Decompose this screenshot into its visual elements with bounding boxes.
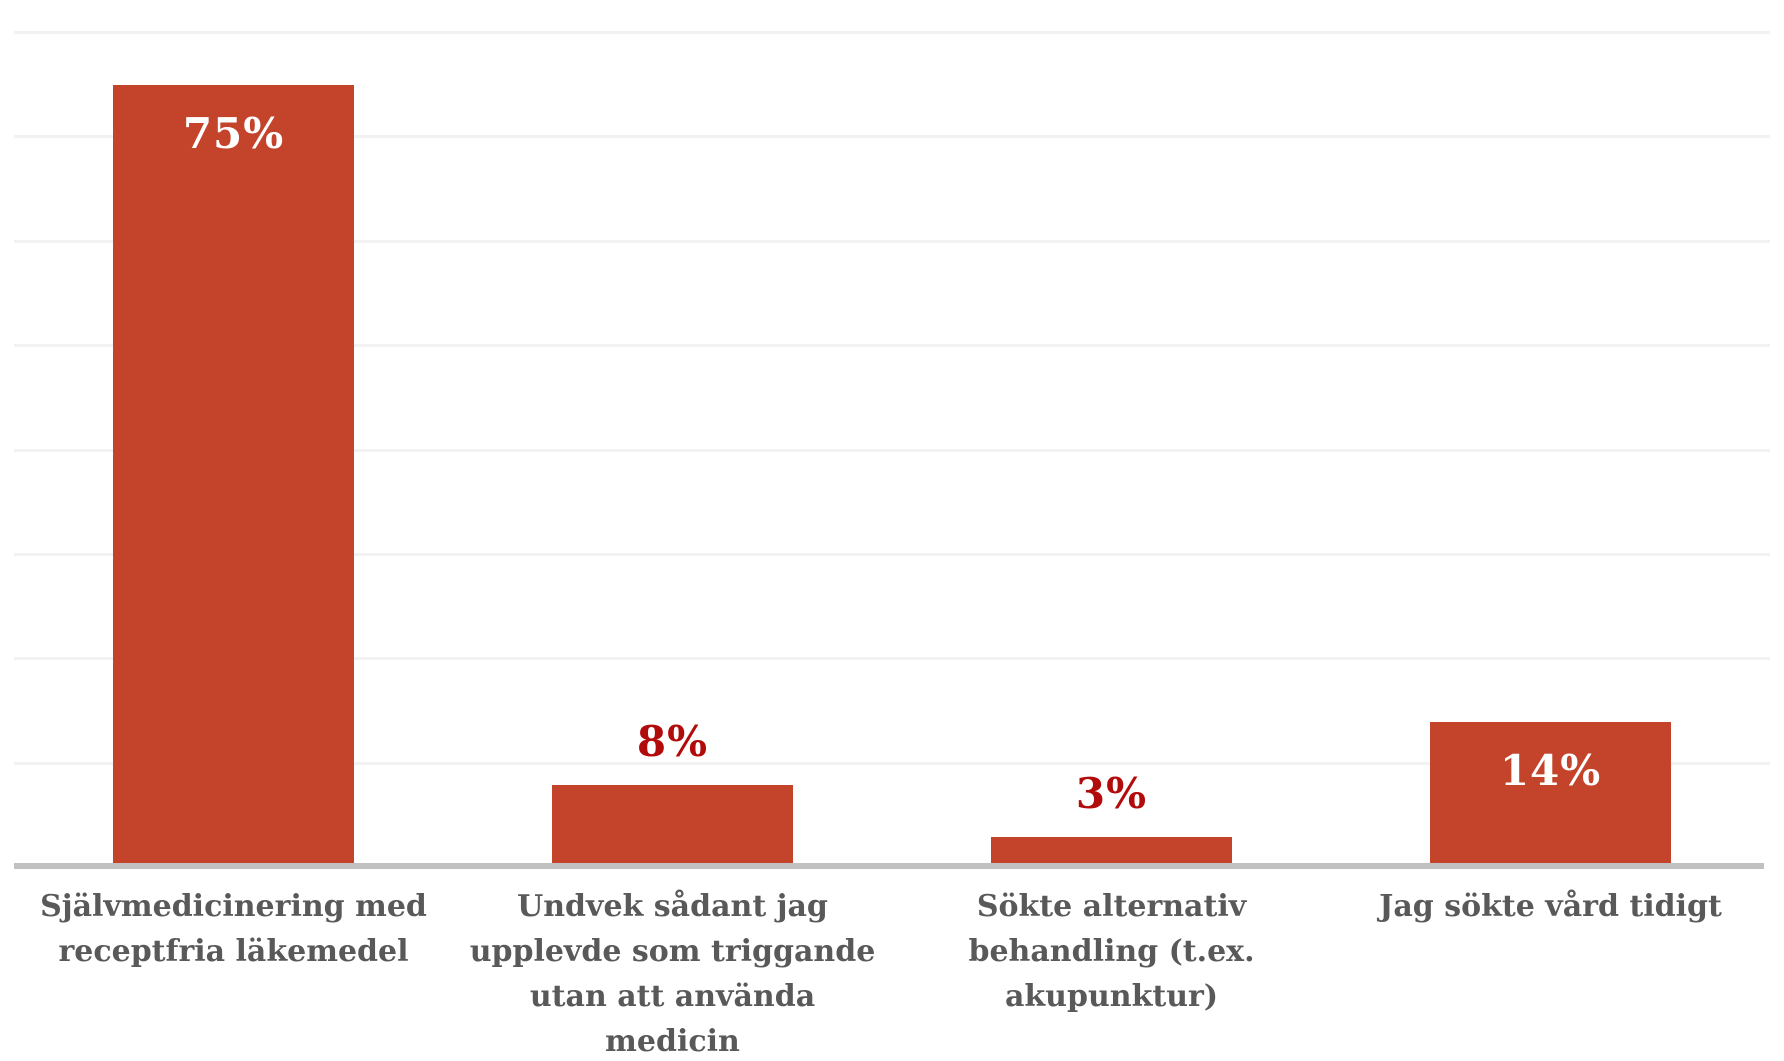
gridline-20 (14, 657, 1770, 661)
gridline-70 (14, 135, 1770, 139)
bar-1 (112, 85, 355, 868)
gridline-80 (14, 31, 1770, 34)
gridline-30 (14, 552, 1770, 556)
category-label-4: Jag sökte vård tidigt (1379, 889, 1722, 924)
gridline-40 (14, 448, 1770, 452)
x-axis-line (14, 863, 1764, 869)
category-label-3: Sökte alternativ behandling (t.ex. akupu… (968, 889, 1255, 1014)
category-label-1: Självmedicinering med receptfria läkemed… (40, 889, 427, 969)
category-axis-labels: Självmedicinering med receptfria läkemed… (14, 884, 1770, 1061)
category-label-2: Undvek sådant jag upplevde som triggande… (469, 889, 876, 1059)
value-label-4: 14% (1499, 745, 1602, 795)
gridline-60 (14, 239, 1770, 243)
value-label-2: 8% (636, 716, 709, 766)
bar-4 (1429, 721, 1672, 868)
value-label-3: 3% (1075, 768, 1148, 818)
bar-3 (990, 836, 1233, 868)
plot-area: 75% 8% 3% 14% (14, 31, 1770, 868)
gridline-50 (14, 344, 1770, 348)
value-label-1: 75% (182, 109, 285, 159)
bar-2 (551, 784, 794, 868)
gridline-10 (14, 761, 1770, 765)
